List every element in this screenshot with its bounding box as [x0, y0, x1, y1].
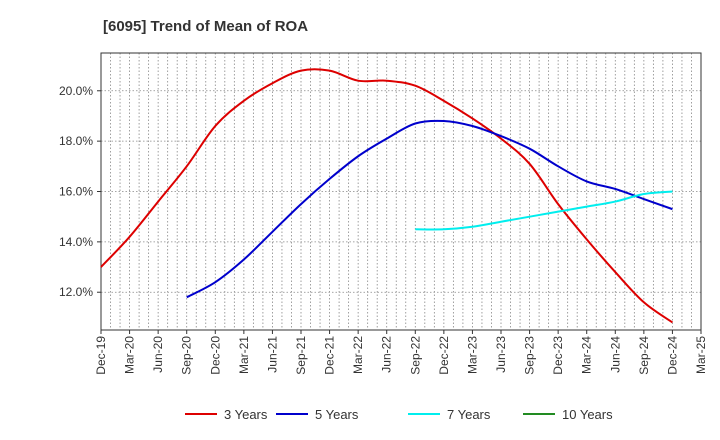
x-tick-label: Dec-24 [665, 336, 679, 375]
legend-label-10-years: 10 Years [562, 407, 613, 422]
x-tick-label: Dec-22 [437, 336, 451, 375]
x-tick-label: Jun-22 [380, 336, 394, 373]
grid [101, 53, 701, 330]
x-tick-label: Dec-21 [323, 336, 337, 375]
series-lines [100, 68, 674, 324]
x-tick-label: Mar-20 [123, 336, 137, 374]
y-tick-label: 12.0% [59, 285, 93, 299]
x-tick-label: Mar-25 [694, 336, 708, 374]
x-tick-label: Dec-20 [208, 336, 222, 375]
x-tick-label: Dec-23 [551, 336, 565, 375]
x-tick-label: Sep-20 [180, 336, 194, 375]
y-tick-label: 18.0% [59, 134, 93, 148]
plot-area [100, 52, 702, 331]
series-line-3-years [100, 68, 674, 324]
legend-label-3-years: 3 Years [224, 407, 268, 422]
y-tick-label: 14.0% [59, 235, 93, 249]
y-tick-label: 20.0% [59, 84, 93, 98]
x-tick-label: Jun-20 [151, 336, 165, 373]
x-axis: Dec-19 Mar-20 Jun-20 Sep-20 Dec-20 Mar-21 Jun-… [94, 330, 708, 375]
chart-title: [6095] Trend of Mean of ROA [103, 18, 308, 35]
x-tick-label: Jun-24 [608, 336, 622, 373]
x-tick-label: Dec-19 [94, 336, 108, 375]
x-tick-label: Sep-24 [637, 336, 651, 375]
x-tick-label: Mar-24 [580, 336, 594, 374]
x-tick-label: Mar-22 [351, 336, 365, 374]
series-line-5-years [186, 119, 673, 299]
legend-label-5-years: 5 Years [315, 407, 359, 422]
x-tick-label: Jun-23 [494, 336, 508, 373]
y-axis: 12.0% 14.0% 16.0% 18.0% 20.0% [59, 84, 101, 299]
series-line-7-years [415, 190, 673, 231]
x-tick-label: Sep-22 [408, 336, 422, 375]
legend: 3 Years 5 Years 7 Years 10 Years [185, 407, 613, 422]
x-tick-label: Mar-21 [237, 336, 251, 374]
y-tick-label: 16.0% [59, 185, 93, 199]
x-tick-label: Mar-23 [465, 336, 479, 374]
x-tick-label: Sep-21 [294, 336, 308, 375]
x-tick-label: Sep-23 [523, 336, 537, 375]
legend-label-7-years: 7 Years [447, 407, 491, 422]
x-tick-label: Jun-21 [265, 336, 279, 373]
